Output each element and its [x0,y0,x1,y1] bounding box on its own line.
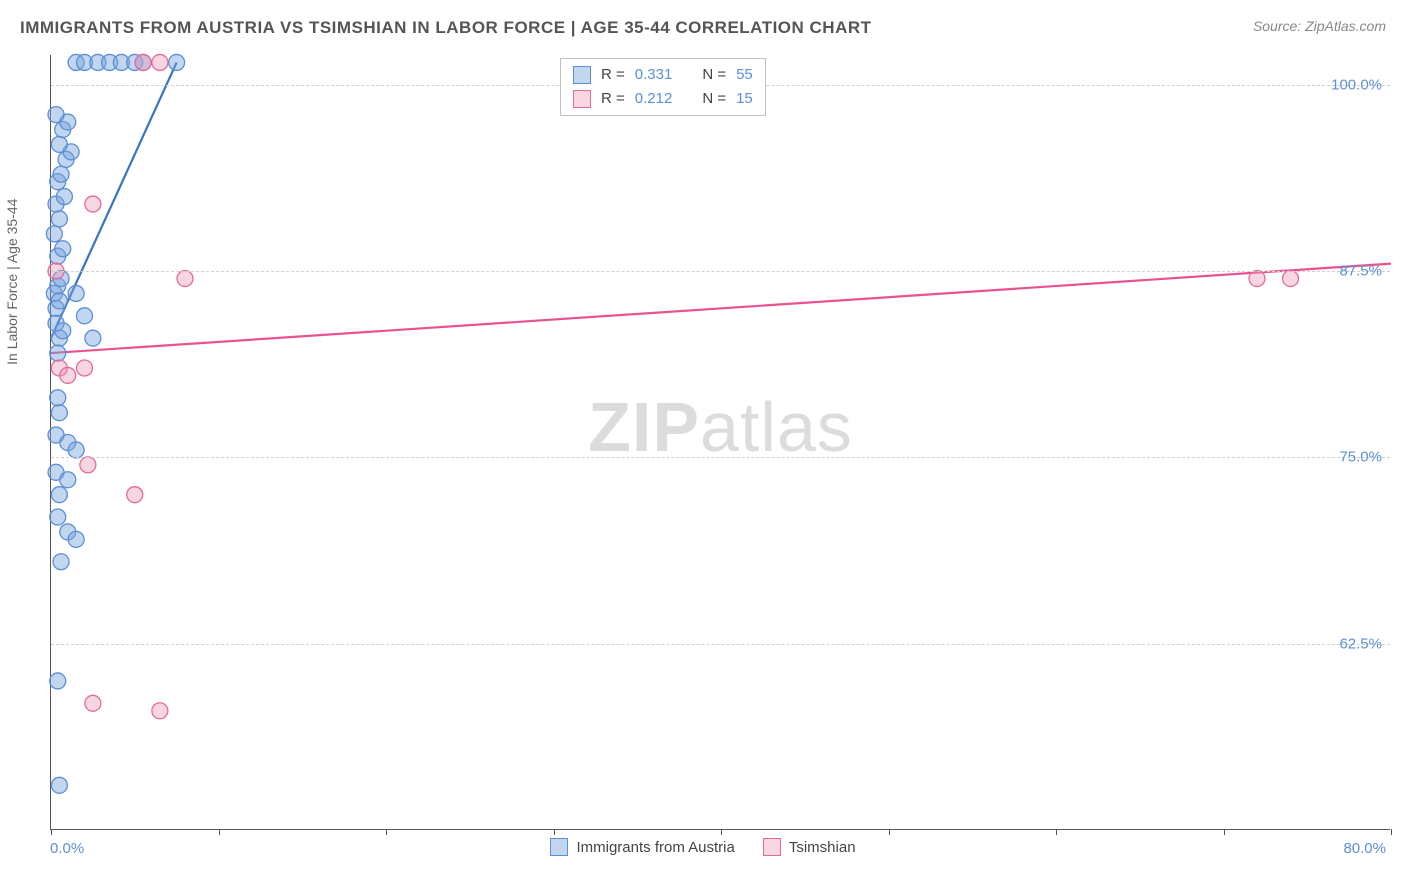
y-tick-label: 87.5% [1339,263,1382,280]
source-attribution: Source: ZipAtlas.com [1253,18,1386,34]
legend-r-label: R = [601,63,625,87]
data-point [127,487,143,503]
legend-r-value: 0.212 [635,87,673,111]
series-legend-item: Immigrants from Austria [550,838,734,856]
data-point [177,271,193,287]
data-point [51,136,67,152]
y-tick-label: 75.0% [1339,449,1382,466]
data-point [1283,271,1299,287]
data-point [169,54,185,70]
legend-n-label: N = [702,87,726,111]
data-point [55,241,71,257]
trend-line [51,264,1391,353]
legend-swatch [763,838,781,856]
data-point [53,166,69,182]
y-tick-label: 62.5% [1339,635,1382,652]
legend-n-label: N = [702,63,726,87]
data-point [85,330,101,346]
series-legend-item: Tsimshian [763,838,856,856]
gridline [51,644,1390,645]
x-tick [1056,829,1057,835]
data-point [152,54,168,70]
data-point [68,285,84,301]
data-point [80,457,96,473]
data-point [50,345,66,361]
data-point [68,531,84,547]
plot-area: ZIPatlas 62.5%75.0%87.5%100.0% [50,55,1390,830]
series-legend: Immigrants from Austria Tsimshian [0,838,1406,856]
chart-container: IMMIGRANTS FROM AUSTRIA VS TSIMSHIAN IN … [0,0,1406,892]
data-point [77,360,93,376]
data-point [152,703,168,719]
legend-swatch [573,90,591,108]
data-point [50,509,66,525]
data-point [51,777,67,793]
legend-row: R = 0.212 N = 15 [573,87,753,111]
data-point [53,554,69,570]
data-point [85,196,101,212]
x-tick [721,829,722,835]
data-point [85,695,101,711]
x-tick [51,829,52,835]
gridline [51,457,1390,458]
data-point [68,442,84,458]
y-axis-title: In Labor Force | Age 35-44 [4,199,20,365]
x-tick [219,829,220,835]
data-point [51,293,67,309]
data-point [46,226,62,242]
data-point [56,189,72,205]
data-point [60,367,76,383]
gridline [51,271,1390,272]
legend-n-value: 55 [736,63,753,87]
data-point [51,405,67,421]
data-point [55,323,71,339]
legend-r-value: 0.331 [635,63,673,87]
data-point [77,308,93,324]
x-tick [1224,829,1225,835]
data-point [50,390,66,406]
legend-r-label: R = [601,87,625,111]
data-point [135,54,151,70]
series-legend-label: Immigrants from Austria [576,839,734,856]
data-point [1249,271,1265,287]
legend-n-value: 15 [736,87,753,111]
y-tick-label: 100.0% [1331,76,1382,93]
correlation-legend: R = 0.331 N = 55 R = 0.212 N = 15 [560,58,766,116]
chart-title: IMMIGRANTS FROM AUSTRIA VS TSIMSHIAN IN … [20,18,872,38]
x-tick [554,829,555,835]
data-point [48,107,64,123]
series-legend-label: Tsimshian [789,839,856,856]
data-point [50,673,66,689]
data-point [51,211,67,227]
legend-swatch [550,838,568,856]
data-point [60,472,76,488]
x-tick [386,829,387,835]
legend-row: R = 0.331 N = 55 [573,63,753,87]
x-tick [1391,829,1392,835]
data-point [51,487,67,503]
chart-svg [51,55,1390,829]
x-tick [889,829,890,835]
legend-swatch [573,66,591,84]
